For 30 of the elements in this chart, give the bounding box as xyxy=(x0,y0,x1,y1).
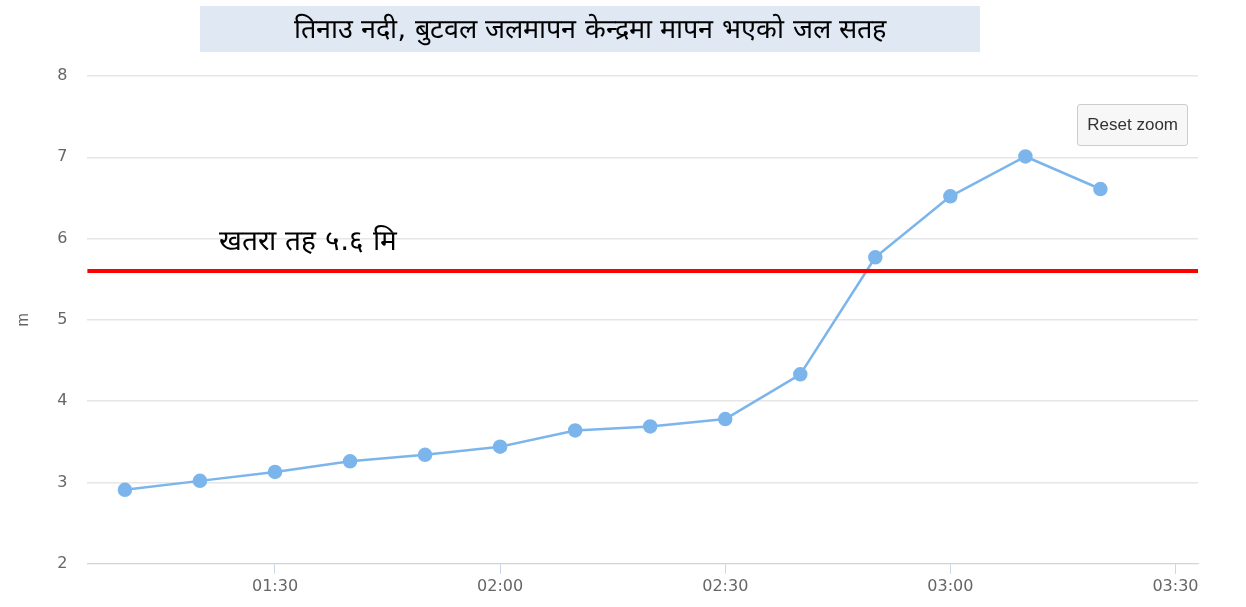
chart-title: तिनाउ नदी, बुटवल जलमापन केन्द्रमा मापन भएको जल सतह xyxy=(200,6,980,52)
point xyxy=(642,419,658,434)
point xyxy=(717,411,733,427)
y-tick-label: 5 xyxy=(57,309,68,329)
point xyxy=(192,473,208,489)
point xyxy=(417,447,433,463)
point xyxy=(943,189,958,204)
y-tick-label: 2 xyxy=(57,552,68,572)
x-tick-label: 01:30 xyxy=(251,575,299,595)
reset-zoom-button: Reset zoom xyxy=(1077,104,1188,146)
ref-line-label: खतरा तह ५.६ मि xyxy=(219,224,398,258)
point xyxy=(267,464,283,480)
y-tick-label: 8 xyxy=(57,65,68,85)
point xyxy=(567,423,583,438)
point xyxy=(492,439,508,454)
point xyxy=(868,250,883,265)
x-tick-label: 03:00 xyxy=(927,575,974,595)
y-tick-label: 6 xyxy=(57,227,68,247)
point xyxy=(342,454,358,469)
point xyxy=(117,482,133,498)
x-tick-label: 03:30 xyxy=(1152,575,1199,595)
y-tick-label: 3 xyxy=(57,471,68,491)
y-tick-label: 7 xyxy=(57,146,68,166)
x-tick-label: 02:00 xyxy=(477,575,524,595)
x-tick-label: 02:30 xyxy=(702,575,749,595)
point xyxy=(793,367,808,382)
point xyxy=(1018,149,1033,164)
y-axis-title: m xyxy=(14,313,32,327)
point xyxy=(1093,181,1108,197)
y-tick-label: 4 xyxy=(57,390,68,410)
